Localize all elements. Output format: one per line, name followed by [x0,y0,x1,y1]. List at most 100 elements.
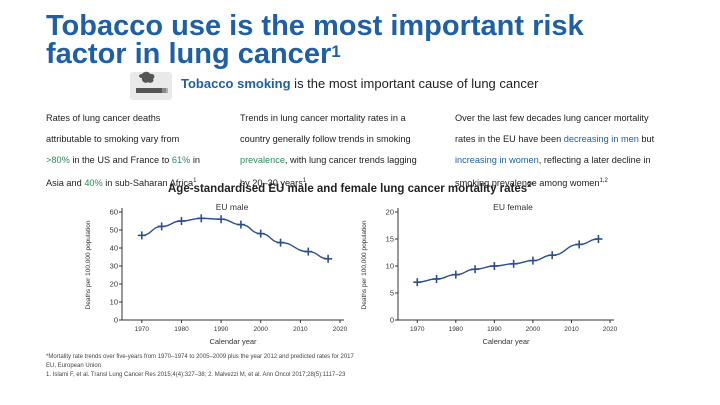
y-tick-label: 40 [110,244,118,253]
y-tick-label: 20 [386,208,394,217]
y-tick-label: 30 [110,262,118,271]
title-sup: 1 [331,42,341,61]
data-point-marker [137,231,146,240]
x-tick-label: 2010 [293,326,308,333]
reference-sup: 1 [193,178,197,184]
fact-text: in [190,155,201,165]
fact-line: Trends in lung cancer mortality rates in… [240,113,406,123]
fact-text: smoking prevalence among women [455,178,600,189]
y-axis-label: Deaths per 100,000 population [361,220,368,309]
data-point-marker [236,220,245,229]
y-tick-label: 20 [110,280,118,289]
chart-heading-sup: 2* [527,182,534,189]
y-tick-label: 10 [110,298,118,307]
highlight-value: prevalence [240,155,285,165]
y-tick-label: 15 [386,235,394,244]
panel-title: EU male [216,202,249,212]
y-tick-label: 50 [110,226,118,235]
fact-line: country generally follow trends in smoki… [240,134,411,144]
y-tick-label: 0 [114,316,118,325]
chart-heading: Age-standardised EU male and female lung… [168,182,534,195]
data-point-marker [548,251,557,260]
data-point-marker [594,235,603,243]
data-point-marker [528,256,537,265]
fact-text: rates in the EU have been [455,134,564,144]
fact-line: rates in the EU have been decreasing in … [455,129,705,150]
data-point-marker [157,222,166,231]
y-axis-label: Deaths per 100,000 population [85,220,92,309]
fact-column-2: Trends in lung cancer mortality rates in… [240,108,446,192]
fact-line: Asia and 40% in sub-Saharan Africa1 [46,171,252,192]
reference-sup: 1 [302,178,307,184]
data-point-marker [471,265,480,274]
title-line-1: Tobacco use is the most important risk [46,10,584,42]
x-axis-label: Calendar year [482,337,530,346]
fact-line: >80% in the US and France to 61% in [46,150,252,171]
y-tick-label: 60 [110,208,118,217]
fact-line: smoking prevalence among women1,2 [455,171,705,192]
data-point-marker [197,214,206,223]
data-point-marker [575,240,584,249]
x-tick-label: 1980 [174,326,189,333]
x-tick-label: 1990 [214,326,229,333]
cigarette-smoke-icon [130,71,172,100]
x-tick-label: 1980 [449,326,464,333]
subtitle-bold: Tobacco smoking [181,76,291,91]
highlight-value: increasing in women [455,155,539,165]
subtitle: Tobacco smoking is the most important ca… [181,76,538,91]
fact-text: Asia and [46,178,85,189]
x-axis-label: Calendar year [209,337,257,346]
fact-line: increasing in women, reflecting a later … [455,150,705,171]
data-point-marker [304,247,313,256]
fact-line: Rates of lung cancer deaths [46,113,161,123]
fact-column-3: Over the last few decades lung cancer mo… [455,108,705,192]
subtitle-rest: is the most important cause of lung canc… [290,76,539,91]
title-line-2: factor in lung cancer [46,38,332,70]
footnote-line: *Mortality rate trends over five-years f… [46,354,354,360]
fact-line: attributable to smoking vary from [46,134,180,144]
fact-line: prevalence, with lung cancer trends lagg… [240,150,446,171]
fact-text: by 20–30 years [240,178,303,189]
footnote-line: EU, European Union [46,363,102,369]
fact-line: Over the last few decades lung cancer mo… [455,113,649,123]
fact-text: , with lung cancer trends lagging [284,155,417,165]
fact-text: , reflecting a later decline in [538,155,651,165]
fact-column-1: Rates of lung cancer deaths attributable… [46,108,252,192]
chart-heading-text: Age-standardised EU male and female lung… [168,182,528,195]
x-tick-label: 1970 [135,326,150,333]
x-tick-label: 2020 [333,326,348,333]
fact-text: in sub-Saharan Africa [102,178,194,189]
x-tick-label: 2020 [603,326,618,333]
x-tick-label: 1970 [410,326,425,333]
x-tick-label: 2000 [253,326,268,333]
data-point-marker [256,229,265,238]
data-point-marker [451,270,460,279]
data-point-marker [217,215,226,224]
series-line [141,217,329,260]
reference-sup: 1,2 [599,178,608,184]
footnotes: *Mortality rate trends over five-years f… [46,353,354,380]
fact-text: in the US and France to [69,155,172,165]
series-line [417,238,599,283]
x-tick-label: 1990 [487,326,502,333]
fact-line: by 20–30 years1 [240,171,446,192]
fact-text: but [638,134,655,144]
y-tick-label: 5 [390,289,394,298]
highlight-value: decreasing in men [563,134,639,144]
x-tick-label: 2010 [564,326,579,333]
data-point-marker [509,259,518,268]
data-point-marker [324,254,333,263]
y-tick-label: 10 [386,262,394,271]
data-point-marker [413,278,422,287]
data-point-marker [490,262,499,270]
page-title: Tobacco use is the most important risk f… [46,10,706,70]
data-point-marker [177,217,186,225]
panel-title: EU female [493,202,533,212]
highlight-value: 40% [84,178,103,189]
y-tick-label: 0 [390,316,394,325]
x-tick-label: 2000 [526,326,541,333]
data-point-marker [432,274,441,283]
footnote-line: 1. Islami F, et al. Transl Lung Cancer R… [46,372,346,378]
highlight-value: 61% [171,155,191,165]
